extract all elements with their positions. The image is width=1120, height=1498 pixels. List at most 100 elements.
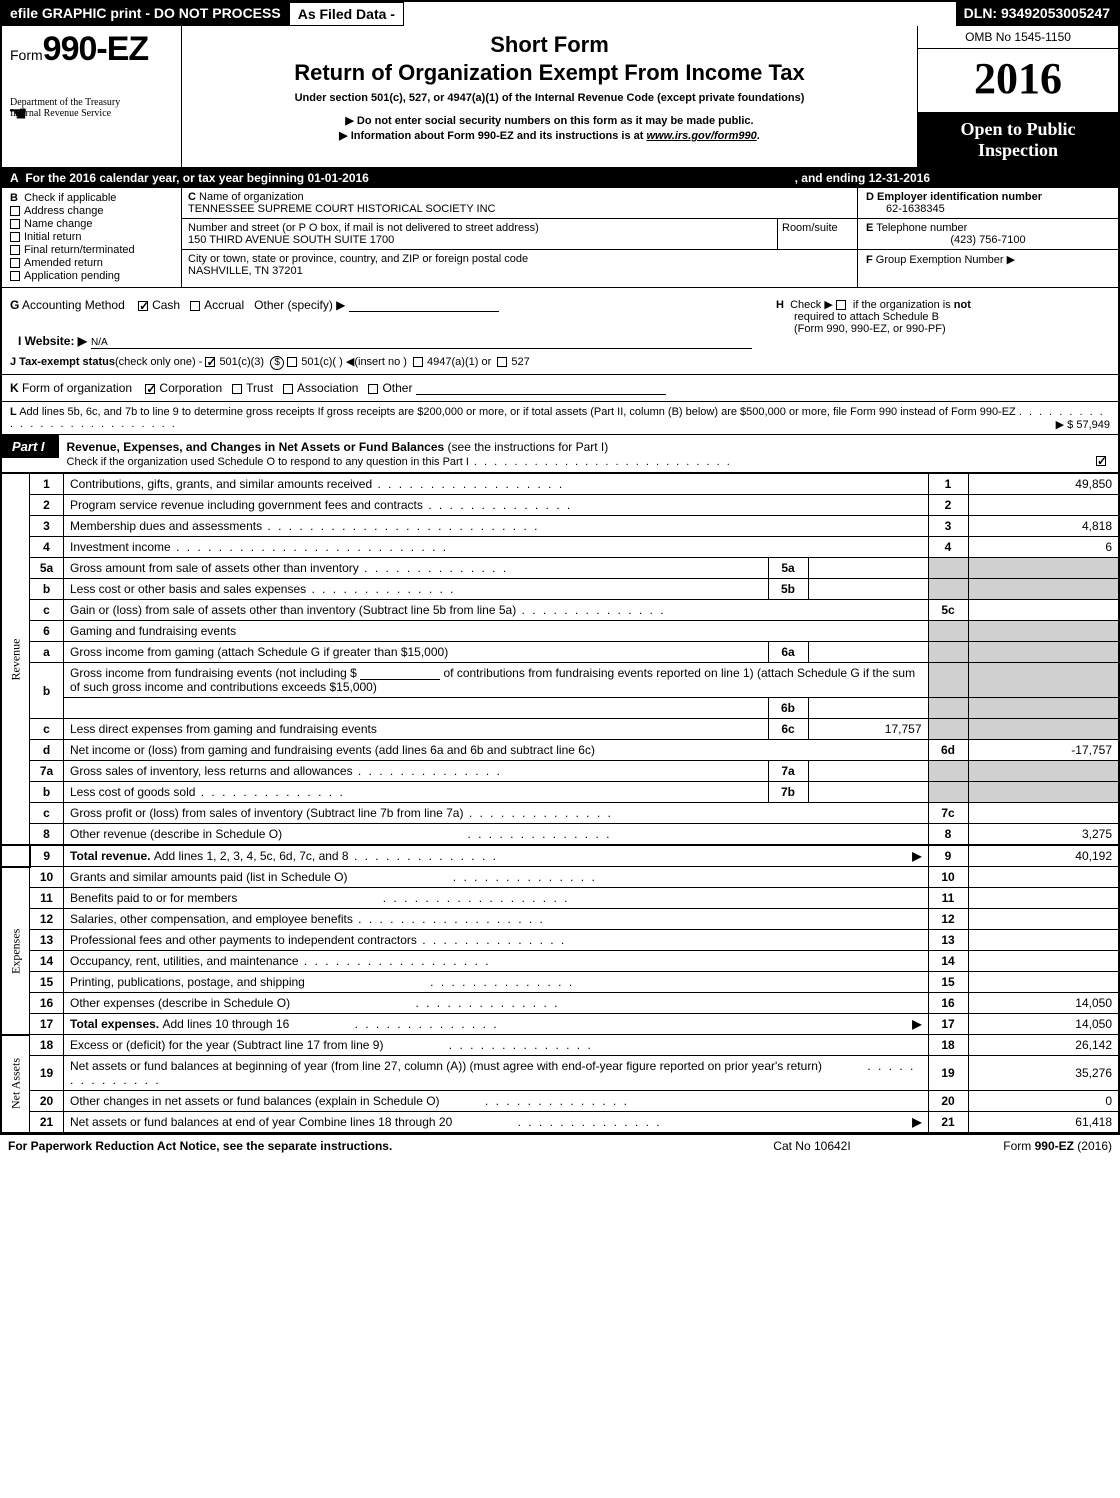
- row-h: H Check ▶ if the organization is not req…: [768, 288, 1118, 374]
- treasury-line2: Internal Revenue Service: [10, 108, 173, 119]
- e-cell: E Telephone number (423) 756-7100: [858, 219, 1118, 250]
- other-org-field[interactable]: [416, 381, 666, 395]
- line-18: Net Assets 18 Excess or (deficit) for th…: [2, 1035, 1118, 1056]
- row-a-ending: , and ending 12-31-2016: [795, 171, 930, 185]
- line-19: 19 Net assets or fund balances at beginn…: [2, 1056, 1118, 1091]
- line-17: 17 Total expenses. Add lines 10 through …: [2, 1014, 1118, 1035]
- check-amended[interactable]: Amended return: [10, 257, 173, 269]
- header-row: Form990-EZ ☚ Department of the Treasury …: [2, 26, 1118, 168]
- dln-label: DLN: 93492053005247: [956, 2, 1118, 26]
- check-accrual[interactable]: [190, 301, 200, 311]
- info-about: ▶ Information about Form 990-EZ and its …: [192, 129, 907, 142]
- line-5a: 5a Gross amount from sale of assets othe…: [2, 558, 1118, 579]
- line-6c: c Less direct expenses from gaming and f…: [2, 719, 1118, 740]
- line-20: 20 Other changes in net assets or fund b…: [2, 1091, 1118, 1112]
- line-12: 12 Salaries, other compensation, and emp…: [2, 909, 1118, 930]
- line-13: 13 Professional fees and other payments …: [2, 930, 1118, 951]
- footer-cat: Cat No 10642I: [712, 1139, 912, 1153]
- check-assoc[interactable]: [283, 384, 293, 394]
- f-cell: F Group Exemption Number ▶: [858, 250, 1118, 269]
- row-k: K Form of organization Corporation Trust…: [2, 375, 1118, 402]
- line-9: 9 Total revenue. Add lines 1, 2, 3, 4, 5…: [2, 845, 1118, 867]
- line-21: 21 Net assets or fund balances at end of…: [2, 1112, 1118, 1133]
- line-4: 4 Investment income 4 6: [2, 537, 1118, 558]
- treasury-block: Department of the Treasury Internal Reve…: [10, 97, 173, 119]
- do-not-enter: ▶ Do not enter social security numbers o…: [192, 114, 907, 127]
- section-bcdef: B Check if applicable Address change Nam…: [2, 188, 1118, 288]
- org-street: 150 THIRD AVENUE SOUTH SUITE 1700: [188, 234, 394, 246]
- top-bar: efile GRAPHIC print - DO NOT PROCESS As …: [2, 2, 1118, 26]
- revenue-side-label: Revenue: [2, 474, 30, 846]
- form-container: efile GRAPHIC print - DO NOT PROCESS As …: [0, 0, 1120, 1135]
- part1-badge: Part I: [2, 435, 59, 458]
- line-5b: b Less cost or other basis and sales exp…: [2, 579, 1118, 600]
- check-pending[interactable]: Application pending: [10, 270, 173, 282]
- col-b: B Check if applicable Address change Nam…: [2, 188, 182, 287]
- row-a-label: A For the 2016 calendar year, or tax yea…: [10, 171, 369, 185]
- line-7b: b Less cost of goods sold 7b: [2, 782, 1118, 803]
- i-label: I Website: ▶: [18, 334, 87, 348]
- row-gh: G Accounting Method Cash Accrual Other (…: [2, 288, 1118, 375]
- row-g: G Accounting Method Cash Accrual Other (…: [2, 288, 768, 374]
- line-6b: b Gross income from fundraising events (…: [2, 663, 1118, 698]
- line-15: 15 Printing, publications, postage, and …: [2, 972, 1118, 993]
- line-7c: c Gross profit or (loss) from sales of i…: [2, 803, 1118, 824]
- line-2: 2 Program service revenue including gove…: [2, 495, 1118, 516]
- check-other-org[interactable]: [368, 384, 378, 394]
- check-cash[interactable]: [138, 301, 148, 311]
- row-a: A For the 2016 calendar year, or tax yea…: [2, 168, 1118, 188]
- part1-header: Part I Revenue, Expenses, and Changes in…: [2, 435, 1118, 473]
- header-right: OMB No 1545-1150 2016 Open to Public Ins…: [918, 26, 1118, 167]
- check-schedule-b[interactable]: [836, 300, 846, 310]
- line-10: Expenses 10 Grants and similar amounts p…: [2, 867, 1118, 888]
- efile-label: efile GRAPHIC print - DO NOT PROCESS: [2, 2, 289, 26]
- footer-form: Form 990-EZ (2016): [912, 1139, 1112, 1153]
- check-name[interactable]: Name change: [10, 218, 173, 230]
- header-mid: Short Form Return of Organization Exempt…: [182, 26, 918, 167]
- as-filed-label: As Filed Data -: [289, 2, 404, 26]
- open-line2: Inspection: [922, 140, 1114, 161]
- check-501c[interactable]: [287, 357, 297, 367]
- line-11: 11 Benefits paid to or for members 11: [2, 888, 1118, 909]
- check-initial[interactable]: Initial return: [10, 231, 173, 243]
- d-cell: D Employer identification number 62-1638…: [858, 188, 1118, 219]
- expenses-side-label: Expenses: [2, 867, 30, 1035]
- irs-link[interactable]: www.irs.gov/form990: [647, 130, 757, 142]
- gross-receipts: ▶ $ 57,949: [1056, 418, 1110, 431]
- info-prefix: ▶ Information about Form 990-EZ and its …: [339, 130, 646, 142]
- under-section: Under section 501(c), 527, or 4947(a)(1)…: [192, 92, 907, 104]
- check-527[interactable]: [497, 357, 507, 367]
- treasury-line1: Department of the Treasury: [10, 97, 173, 108]
- check-501c3[interactable]: [205, 357, 215, 367]
- footer: For Paperwork Reduction Act Notice, see …: [0, 1135, 1120, 1157]
- form-prefix: Form: [10, 47, 43, 63]
- topbar-spacer: [404, 2, 956, 26]
- pointer-icon: ☚: [8, 101, 28, 127]
- check-address[interactable]: Address change: [10, 205, 173, 217]
- room-suite-label: Room/suite: [782, 222, 838, 234]
- col-def: D Employer identification number 62-1638…: [858, 188, 1118, 287]
- check-final[interactable]: Final return/terminated: [10, 244, 173, 256]
- other-specify-field[interactable]: [349, 298, 499, 312]
- form-number-block: Form990-EZ: [10, 30, 173, 69]
- line-6: 6 Gaming and fundraising events: [2, 621, 1118, 642]
- netassets-side-label: Net Assets: [2, 1035, 30, 1133]
- form-number: 990-EZ: [43, 30, 149, 68]
- line-5c: c Gain or (loss) from sale of assets oth…: [2, 600, 1118, 621]
- line-8: 8 Other revenue (describe in Schedule O)…: [2, 824, 1118, 846]
- check-corp[interactable]: [145, 384, 155, 394]
- lines-table: Revenue 1 Contributions, gifts, grants, …: [2, 473, 1118, 1133]
- line-6d: d Net income or (loss) from gaming and f…: [2, 740, 1118, 761]
- line-3: 3 Membership dues and assessments 3 4,81…: [2, 516, 1118, 537]
- b-header: B Check if applicable: [10, 192, 173, 204]
- short-form-title: Short Form: [192, 32, 907, 58]
- check-schedule-o[interactable]: [1096, 456, 1106, 466]
- line-14: 14 Occupancy, rent, utilities, and maint…: [2, 951, 1118, 972]
- open-public-badge: Open to Public Inspection: [918, 113, 1118, 167]
- website-value: N/A: [91, 337, 752, 349]
- c-city-cell: City or town, state or province, country…: [182, 250, 857, 280]
- check-4947[interactable]: [413, 357, 423, 367]
- check-trust[interactable]: [232, 384, 242, 394]
- line-16: 16 Other expenses (describe in Schedule …: [2, 993, 1118, 1014]
- org-name: TENNESSEE SUPREME COURT HISTORICAL SOCIE…: [188, 203, 495, 215]
